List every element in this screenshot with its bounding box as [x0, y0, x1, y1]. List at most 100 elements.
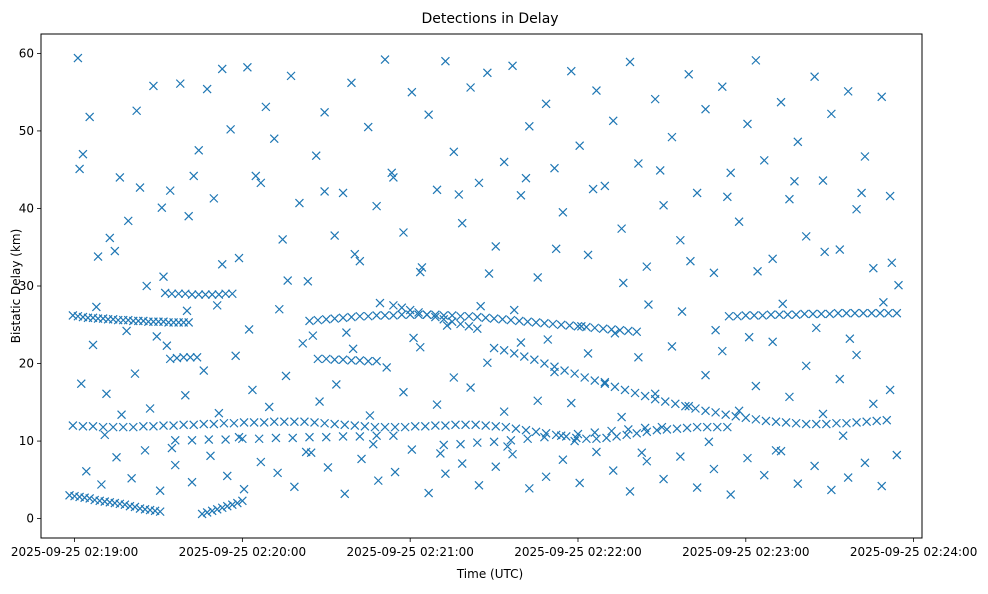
data-point-clutter: [382, 362, 392, 372]
data-point-clutter: [771, 445, 781, 455]
data-point-clutter: [298, 338, 308, 348]
data-point-track-26km: [380, 311, 390, 320]
data-point-track-10km: [657, 422, 667, 432]
data-point-descending-track: [811, 419, 821, 429]
data-point-clutter: [341, 328, 351, 337]
data-point-track-26km: [355, 311, 365, 321]
data-point-track-12km: [602, 433, 611, 443]
data-point-descending-track: [610, 382, 620, 392]
data-point-track-26km: [758, 311, 768, 320]
data-point-track-10km: [573, 429, 583, 439]
data-point-clutter: [701, 104, 710, 114]
data-point-clutter: [558, 455, 568, 465]
data-point-clutter: [499, 407, 509, 417]
data-point-clutter: [642, 456, 652, 466]
data-point-clutter: [608, 466, 618, 475]
data-point-clutter: [852, 204, 861, 214]
data-point-track-26km: [313, 315, 323, 325]
data-point-track-29km: [174, 289, 184, 299]
data-point-track-10km: [355, 432, 365, 441]
data-point-track-29km: [439, 314, 449, 324]
data-point-track-12km: [78, 421, 88, 431]
y-tick-label: 20: [19, 357, 34, 371]
data-point-clutter: [140, 445, 150, 455]
data-point-clutter: [618, 278, 628, 288]
data-point-clutter: [541, 472, 551, 482]
data-point-clutter: [570, 436, 580, 446]
data-point-clutter: [484, 269, 494, 279]
data-point-descending-track: [731, 411, 741, 421]
data-point-track-12km: [592, 434, 601, 444]
data-point-clutter: [102, 389, 111, 399]
data-point-clutter: [692, 483, 702, 493]
data-point-clutter: [533, 396, 543, 406]
data-point-track-26km: [833, 308, 843, 318]
data-point-track-10km: [623, 425, 633, 434]
data-point-descending-track: [751, 414, 761, 424]
data-point-clutter: [751, 381, 761, 391]
y-tick-label: 40: [19, 201, 34, 215]
data-point-descending-track: [489, 343, 499, 353]
data-point-track-10km: [221, 435, 231, 444]
data-point-clutter: [474, 178, 484, 188]
data-point-clutter: [435, 449, 445, 458]
data-point-track-26km: [338, 313, 348, 323]
data-point-descending-track: [580, 373, 590, 382]
data-point-clutter: [617, 224, 627, 234]
data-point-clutter: [759, 155, 769, 165]
data-point-track-low: [120, 500, 130, 510]
data-point-track-26km: [825, 309, 835, 319]
y-tick-label: 10: [19, 434, 34, 448]
data-point-track-12km: [279, 417, 289, 427]
data-point-track-26km: [430, 310, 440, 320]
data-point-clutter: [778, 299, 788, 309]
data-point-track-26km: [749, 311, 759, 320]
chart-title: Detections in Delay: [421, 11, 558, 27]
data-point-clutter: [387, 168, 397, 178]
data-point-track-12km: [722, 422, 732, 432]
data-point-clutter: [608, 116, 618, 126]
data-point-clutter: [226, 124, 236, 134]
data-point-clutter: [93, 252, 103, 261]
data-point-clutter: [123, 216, 133, 226]
data-point-clutter: [206, 451, 215, 461]
data-point-track-10km: [372, 431, 382, 441]
data-point-clutter: [303, 276, 313, 286]
data-point-descending-track: [842, 418, 851, 428]
data-point-track-low: [212, 504, 222, 514]
data-point-track-26km: [615, 325, 625, 335]
data-point-clutter: [524, 121, 534, 131]
data-point-track-26km: [800, 309, 809, 319]
data-point-track-10km: [388, 431, 398, 441]
data-point-clutter: [130, 369, 140, 379]
data-point-clutter: [454, 190, 464, 199]
data-point-track-26km: [623, 326, 633, 336]
data-point-clutter: [348, 344, 358, 354]
data-point-track-10km: [271, 433, 281, 443]
data-point-clutter: [558, 207, 568, 217]
data-point-track-12km: [521, 425, 531, 435]
data-point-clutter: [323, 463, 333, 472]
data-point-track-26km: [498, 314, 507, 324]
data-point-clutter: [85, 112, 95, 122]
data-point-descending-track: [882, 415, 892, 425]
data-point-clutter: [194, 145, 204, 155]
data-point-clutter: [684, 401, 694, 411]
data-point-track-10km: [204, 435, 214, 444]
data-point-clutter: [801, 361, 811, 371]
data-point-track-10km: [187, 435, 197, 445]
data-point-clutter: [575, 478, 585, 488]
data-point-track-12km: [350, 421, 360, 430]
data-point-track-12km: [440, 421, 450, 430]
data-point-descending-track: [509, 349, 519, 358]
data-point-descending-track: [680, 401, 690, 411]
data-point-clutter: [440, 56, 450, 66]
data-point-clutter: [330, 231, 340, 241]
data-point-track-26km: [388, 311, 398, 320]
data-point-track-12km: [461, 420, 470, 430]
data-point-clutter: [868, 399, 878, 409]
data-point-descending-track: [721, 410, 731, 420]
data-point-clutter: [331, 380, 341, 389]
data-point-clutter: [551, 244, 561, 254]
data-point-clutter: [566, 66, 576, 76]
